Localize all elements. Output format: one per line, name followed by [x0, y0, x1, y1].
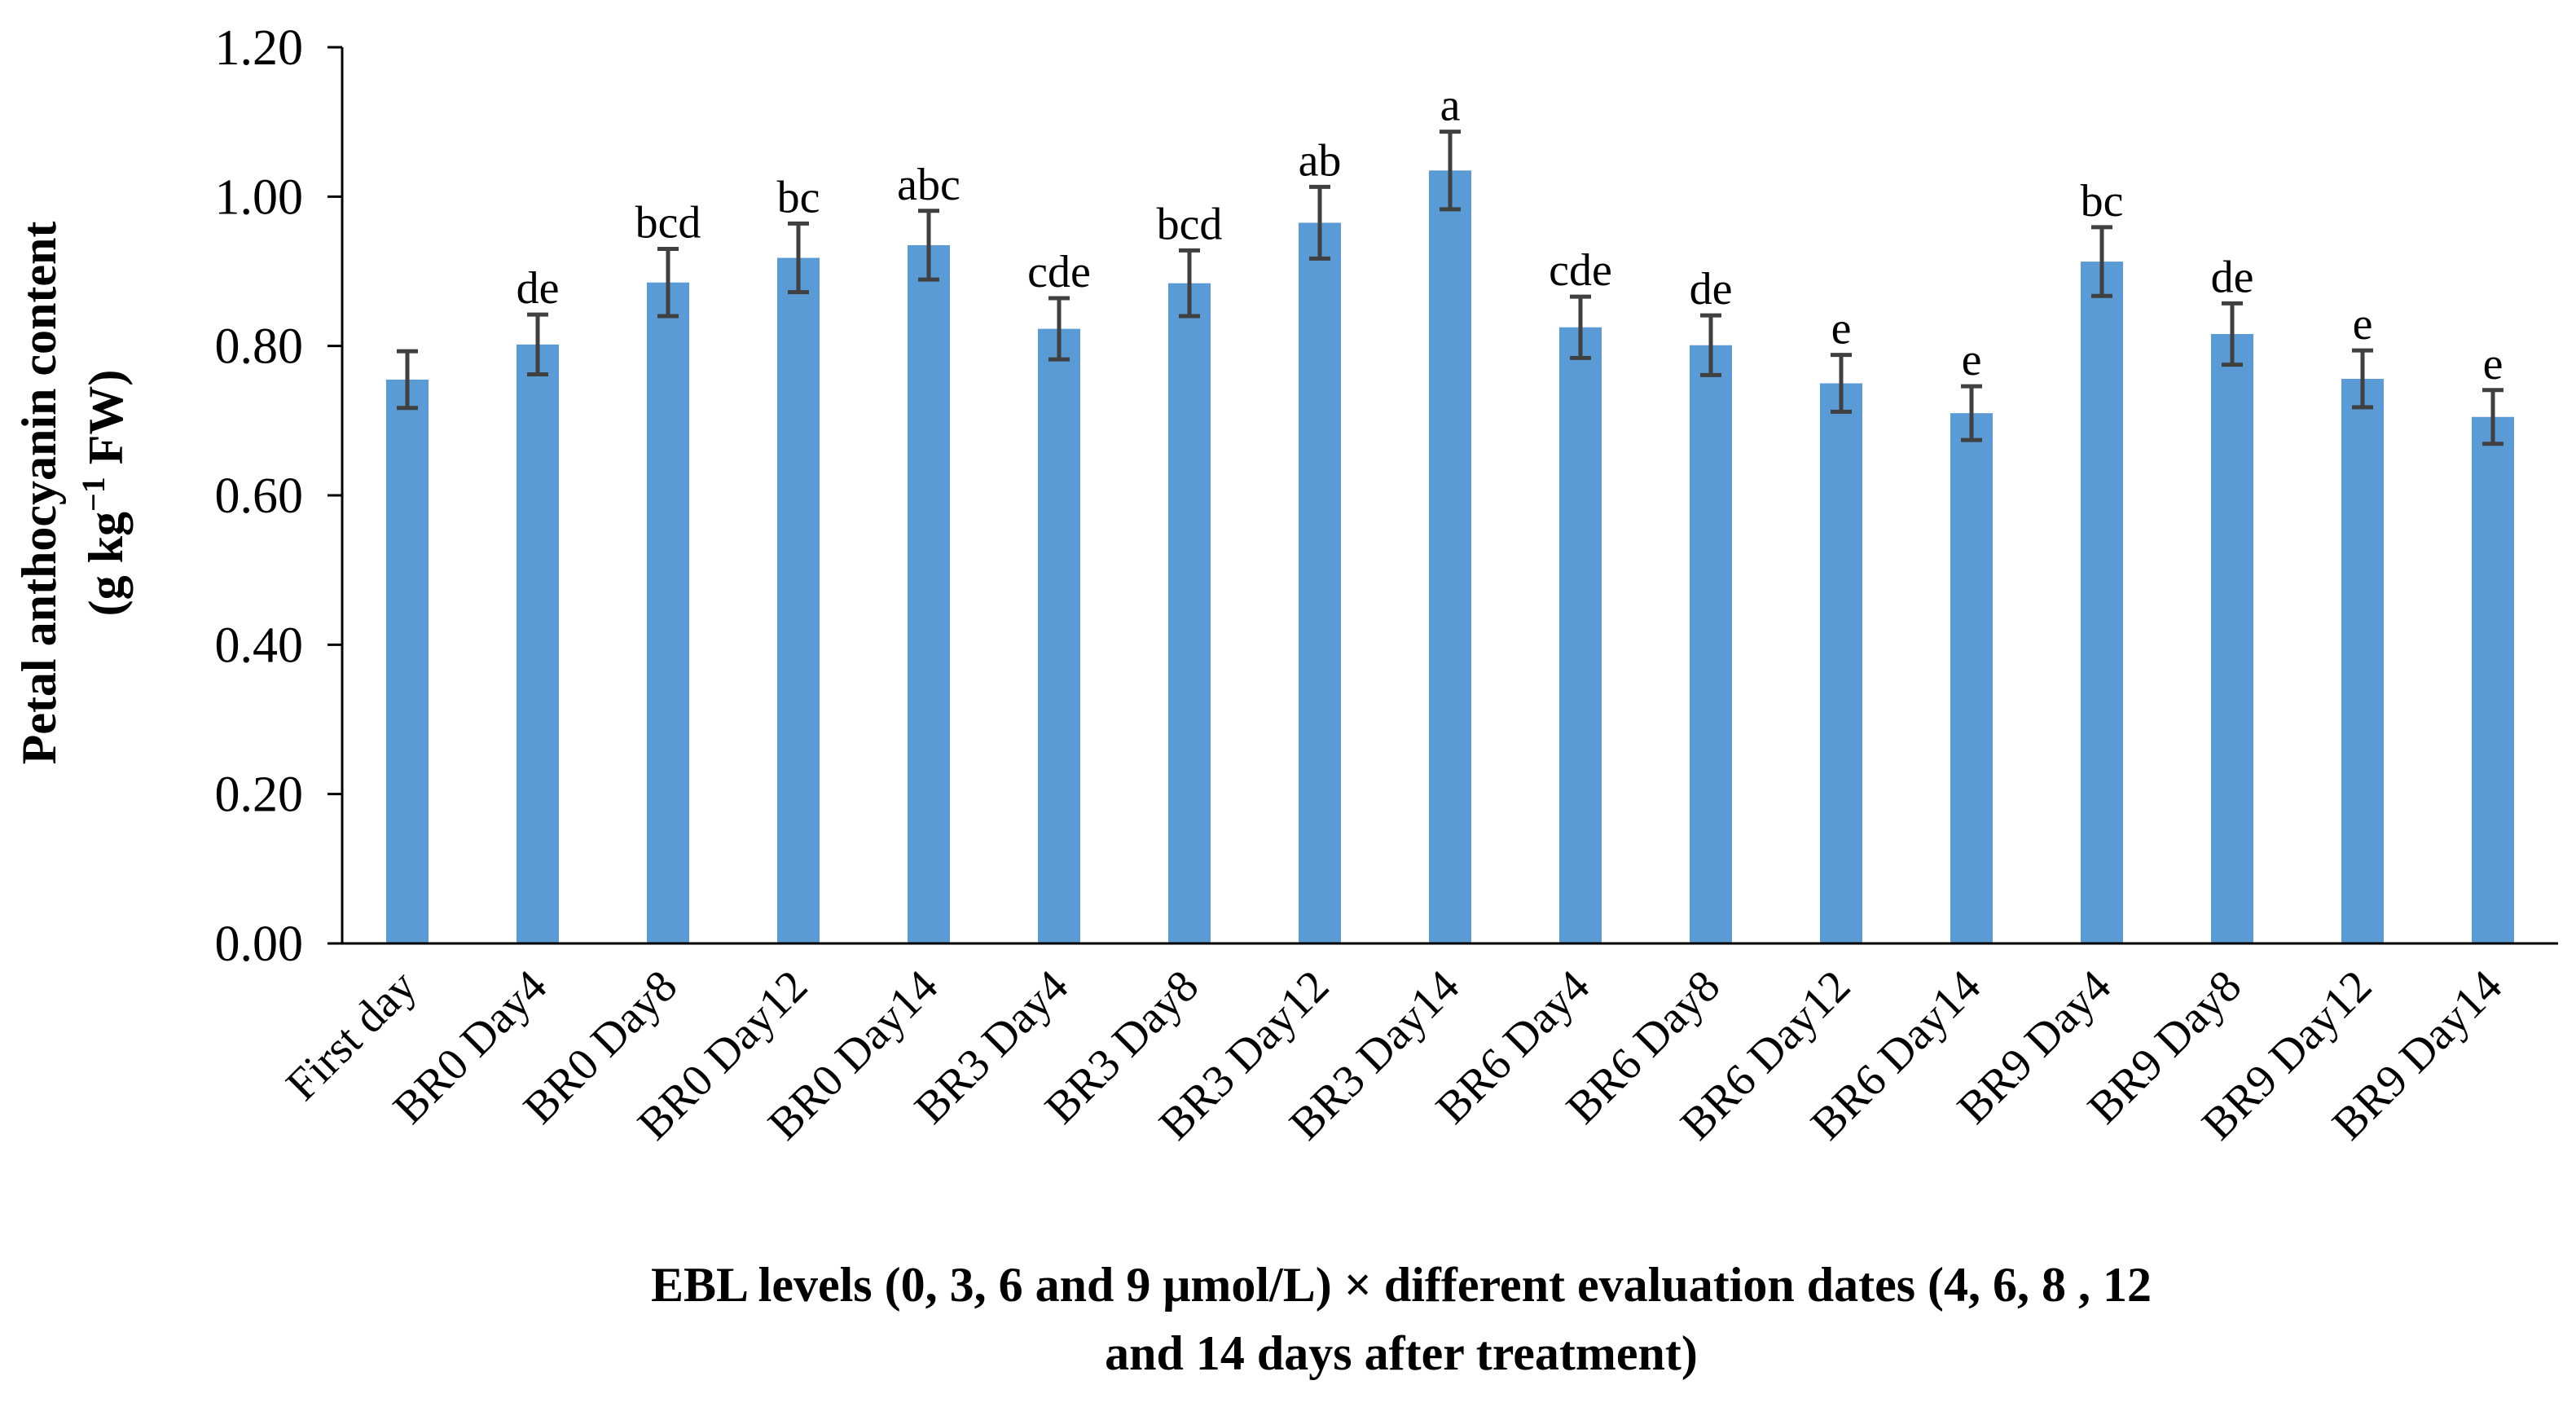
significance-label: cde — [1549, 245, 1612, 296]
bar — [1299, 222, 1341, 944]
significance-label: e — [2353, 299, 2373, 350]
bar — [517, 344, 559, 943]
significance-label: de — [517, 263, 560, 314]
bar — [1559, 327, 1602, 943]
significance-label: abc — [897, 160, 961, 210]
bar — [2341, 379, 2384, 943]
significance-label: e — [1962, 335, 1982, 385]
y-axis-title-unit-prefix: (g kg — [79, 512, 133, 616]
y-tick-label: 1.20 — [215, 20, 304, 76]
bars: de bcd bc abc cde bcd ab a cde de e e bc de e e — [386, 81, 2514, 944]
y-axis-title-line1: Petal anthocyanin content — [12, 222, 66, 765]
x-axis-title-line1: EBL levels (0, 3, 6 and 9 μmol/L) × diff… — [651, 1258, 2152, 1312]
bar — [1820, 383, 1862, 943]
significance-label: a — [1440, 81, 1461, 131]
y-tick-label: 0.20 — [215, 767, 304, 823]
bar — [1690, 345, 1732, 943]
y-axis: 0.00 0.20 0.40 0.60 0.80 1.00 1.20 — [215, 20, 344, 972]
significance-label: e — [2483, 339, 2503, 389]
bar — [908, 244, 950, 944]
significance-label: bcd — [635, 198, 701, 248]
y-tick-label: 1.00 — [215, 169, 304, 225]
significance-label: bc — [777, 172, 820, 222]
significance-label: e — [1831, 304, 1852, 354]
bar — [2211, 334, 2253, 943]
x-axis-title-line2: and 14 days after treatment) — [1105, 1326, 1698, 1380]
y-tick-label: 0.60 — [215, 468, 304, 524]
significance-label: bc — [2081, 176, 2124, 226]
significance-label: cde — [1027, 247, 1091, 297]
bar — [777, 257, 820, 943]
bar — [1038, 328, 1080, 943]
y-tick-label: 0.40 — [215, 618, 304, 673]
y-tick-label: 0.00 — [215, 917, 304, 972]
bar — [2472, 416, 2514, 943]
bar — [386, 379, 429, 944]
bar — [1950, 413, 1993, 944]
significance-label: bcd — [1157, 199, 1223, 249]
significance-label: ab — [1299, 135, 1342, 186]
y-axis-title-unit-superscript: −1 — [75, 477, 112, 512]
bar — [1429, 170, 1471, 943]
y-tick-label: 0.80 — [215, 319, 304, 375]
y-axis-title-unit-suffix: FW) — [79, 370, 133, 477]
bar — [647, 282, 689, 943]
significance-label: de — [1690, 264, 1733, 314]
y-axis-title-line2: (g kg−1 FW) — [75, 370, 133, 617]
bar — [2081, 262, 2123, 943]
significance-label: de — [2211, 252, 2254, 302]
bar — [1168, 283, 1211, 944]
